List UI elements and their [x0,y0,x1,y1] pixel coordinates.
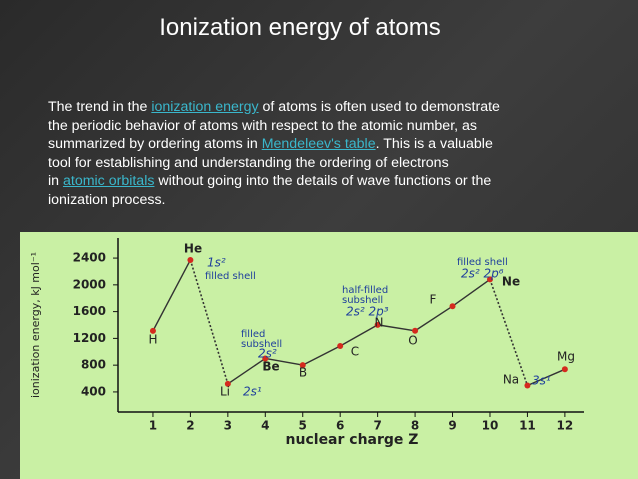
data-point [561,366,568,373]
data-point [374,321,381,328]
data-point [486,276,493,283]
x-tick-label: 5 [299,419,307,433]
link[interactable]: ionization energy [151,99,259,115]
x-tick-label: 2 [186,419,194,433]
x-tick-label: 12 [557,419,574,433]
link[interactable]: Mendeleev's table [261,136,376,153]
x-tick-label: 9 [448,419,456,433]
text-segment: in [48,173,63,190]
annotation: filled shell [457,257,508,268]
point-label: Be [262,360,279,374]
line-segment [414,305,453,332]
data-point [224,380,231,387]
line-segment [339,324,378,347]
point-label: Na [503,373,519,387]
y-tick-label: 800 [81,358,106,372]
data-point [299,362,306,369]
annotation: half-filled [342,285,388,296]
annotation: 2s² [258,347,277,361]
x-tick-label: 7 [373,419,381,433]
line-segment [227,357,266,385]
point-label: Mg [557,350,575,364]
x-tick-label: 1 [149,419,157,433]
text-segment: ionization process. [48,191,166,208]
line-segment [265,357,303,366]
paragraph-line: ionization process. [48,191,500,210]
annotation: filled shell [205,271,256,282]
annotation: 2s² 2p³ [346,305,389,319]
data-point [337,343,344,350]
y-tick-label: 2400 [73,251,106,265]
paragraph-line: the periodic behavior of atoms with resp… [48,117,500,136]
y-tick-label: 1600 [73,304,106,318]
text-segment: summarized by ordering atoms in [48,136,262,153]
point-label: B [299,366,307,380]
x-tick-label: 6 [336,419,344,433]
line-segment [377,324,416,332]
paragraph-line: tool for establishing and understanding … [48,154,500,173]
data-point [149,327,156,334]
data-point [187,256,194,263]
paragraph-line: in atomic orbitals without going into th… [48,172,500,191]
annotation: 3s¹ [532,374,551,388]
text-segment: The trend in the [48,99,152,115]
annotation: subshell [342,295,383,306]
line-segment [527,368,566,387]
point-label: F [430,293,437,307]
text-segment: the periodic behavior of atoms with resp… [48,117,477,134]
text-segment: of atoms is often used to demonstrate [258,99,500,115]
text-segment: without going into the details of wave f… [154,173,492,190]
paragraph-line: summarized by ordering atoms in Mendelee… [48,135,500,154]
y-tick-label: 1200 [73,331,106,345]
line-segment [452,278,491,307]
line-segment [189,259,229,385]
point-label: O [408,334,417,348]
y-axis-label: ionization energy, kJ mol⁻¹ [29,252,42,398]
data-point [262,355,269,362]
data-point [412,327,419,334]
point-label: Ne [502,275,520,289]
point-label: C [351,345,359,359]
annotation: 1s² [207,256,226,270]
y-tick-label: 400 [81,384,106,398]
x-tick-label: 10 [482,419,499,433]
annotation: 2s² 2p⁶ [461,267,504,281]
line-segment [152,259,192,332]
text-segment: tool for establishing and understanding … [48,154,449,171]
x-tick-label: 3 [224,419,232,433]
paragraph-line: The trend in the ionization energy of at… [48,98,500,117]
x-tick-label: 8 [411,419,419,433]
point-label: Li [220,385,230,399]
link[interactable]: atomic orbitals [62,173,155,190]
point-label: He [184,242,202,256]
x-axis-label: nuclear charge Z [286,432,419,448]
annotation: subshell [241,339,282,350]
annotation: filled [241,329,265,340]
point-label: N [375,316,384,330]
chart-background [20,232,638,479]
x-tick-label: 11 [519,419,536,433]
slide-title: Ionization energy of atoms [159,14,441,41]
line-segment [302,345,341,366]
paragraph: The trend in the ionization energy of at… [48,98,500,210]
line-segment [489,279,529,386]
point-label: H [148,333,157,347]
text-segment: . This is a valuable [375,136,493,153]
annotation: 2s¹ [243,385,262,399]
y-tick-label: 2000 [73,277,106,291]
x-tick-label: 4 [261,419,269,433]
data-point [524,382,531,389]
data-point [449,303,456,310]
